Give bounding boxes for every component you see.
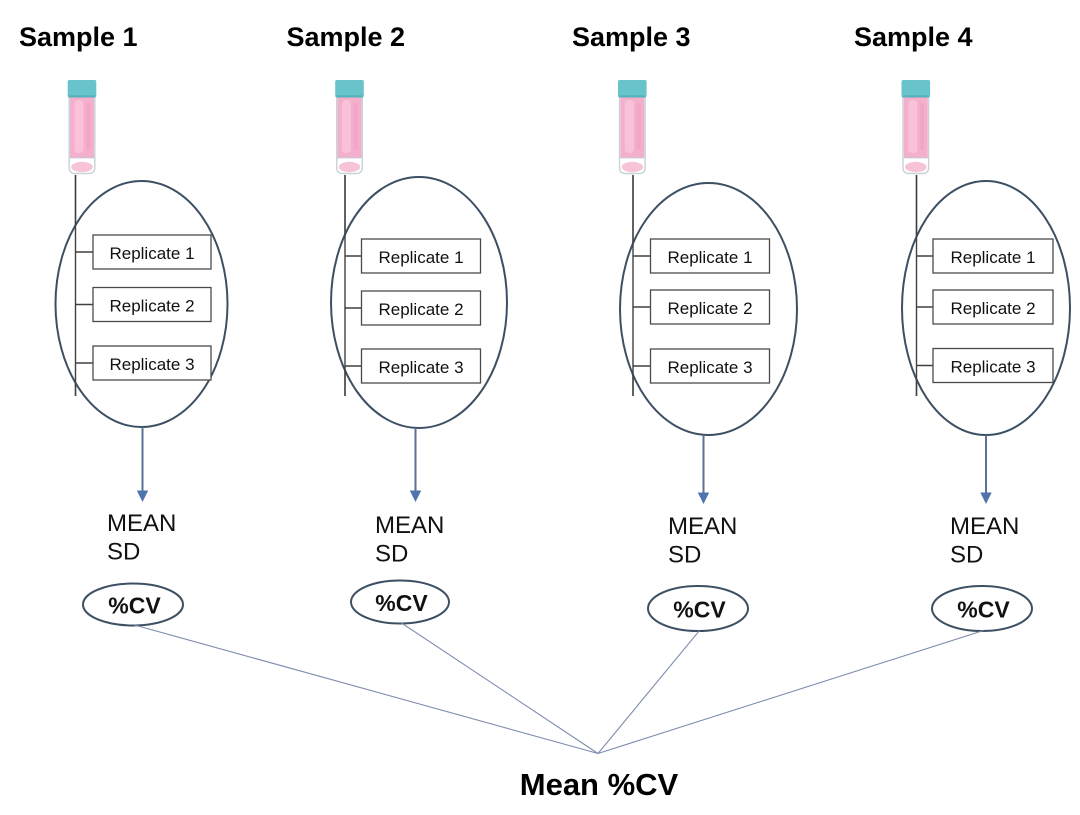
svg-text:SD: SD [375, 541, 408, 568]
svg-text:Sample 1: Sample 1 [19, 22, 138, 52]
svg-text:MEAN: MEAN [668, 513, 737, 540]
svg-text:MEAN: MEAN [950, 513, 1019, 540]
svg-text:Replicate 3: Replicate 3 [378, 358, 463, 377]
svg-text:Replicate 1: Replicate 1 [950, 248, 1035, 267]
svg-text:MEAN: MEAN [107, 510, 176, 537]
svg-text:Sample 2: Sample 2 [287, 22, 406, 52]
svg-text:SD: SD [107, 539, 140, 566]
svg-text:Replicate 2: Replicate 2 [950, 299, 1035, 318]
svg-text:%CV: %CV [108, 593, 161, 619]
svg-text:Replicate 3: Replicate 3 [950, 358, 1035, 377]
svg-text:Replicate 2: Replicate 2 [667, 299, 752, 318]
svg-text:Mean %CV: Mean %CV [520, 767, 679, 802]
svg-text:Replicate 1: Replicate 1 [378, 248, 463, 267]
svg-text:MEAN: MEAN [375, 512, 444, 539]
svg-text:%CV: %CV [375, 590, 428, 616]
svg-text:Replicate 2: Replicate 2 [378, 300, 463, 319]
svg-text:Replicate 3: Replicate 3 [109, 355, 194, 374]
svg-text:SD: SD [668, 542, 701, 569]
svg-text:Replicate 3: Replicate 3 [667, 358, 752, 377]
svg-text:%CV: %CV [673, 597, 726, 623]
svg-text:Replicate 1: Replicate 1 [109, 244, 194, 263]
svg-text:%CV: %CV [957, 597, 1010, 623]
svg-text:SD: SD [950, 542, 983, 569]
svg-text:Sample 4: Sample 4 [854, 22, 973, 52]
svg-text:Replicate 2: Replicate 2 [109, 297, 194, 316]
svg-text:Replicate 1: Replicate 1 [667, 248, 752, 267]
svg-text:Sample 3: Sample 3 [572, 22, 691, 52]
